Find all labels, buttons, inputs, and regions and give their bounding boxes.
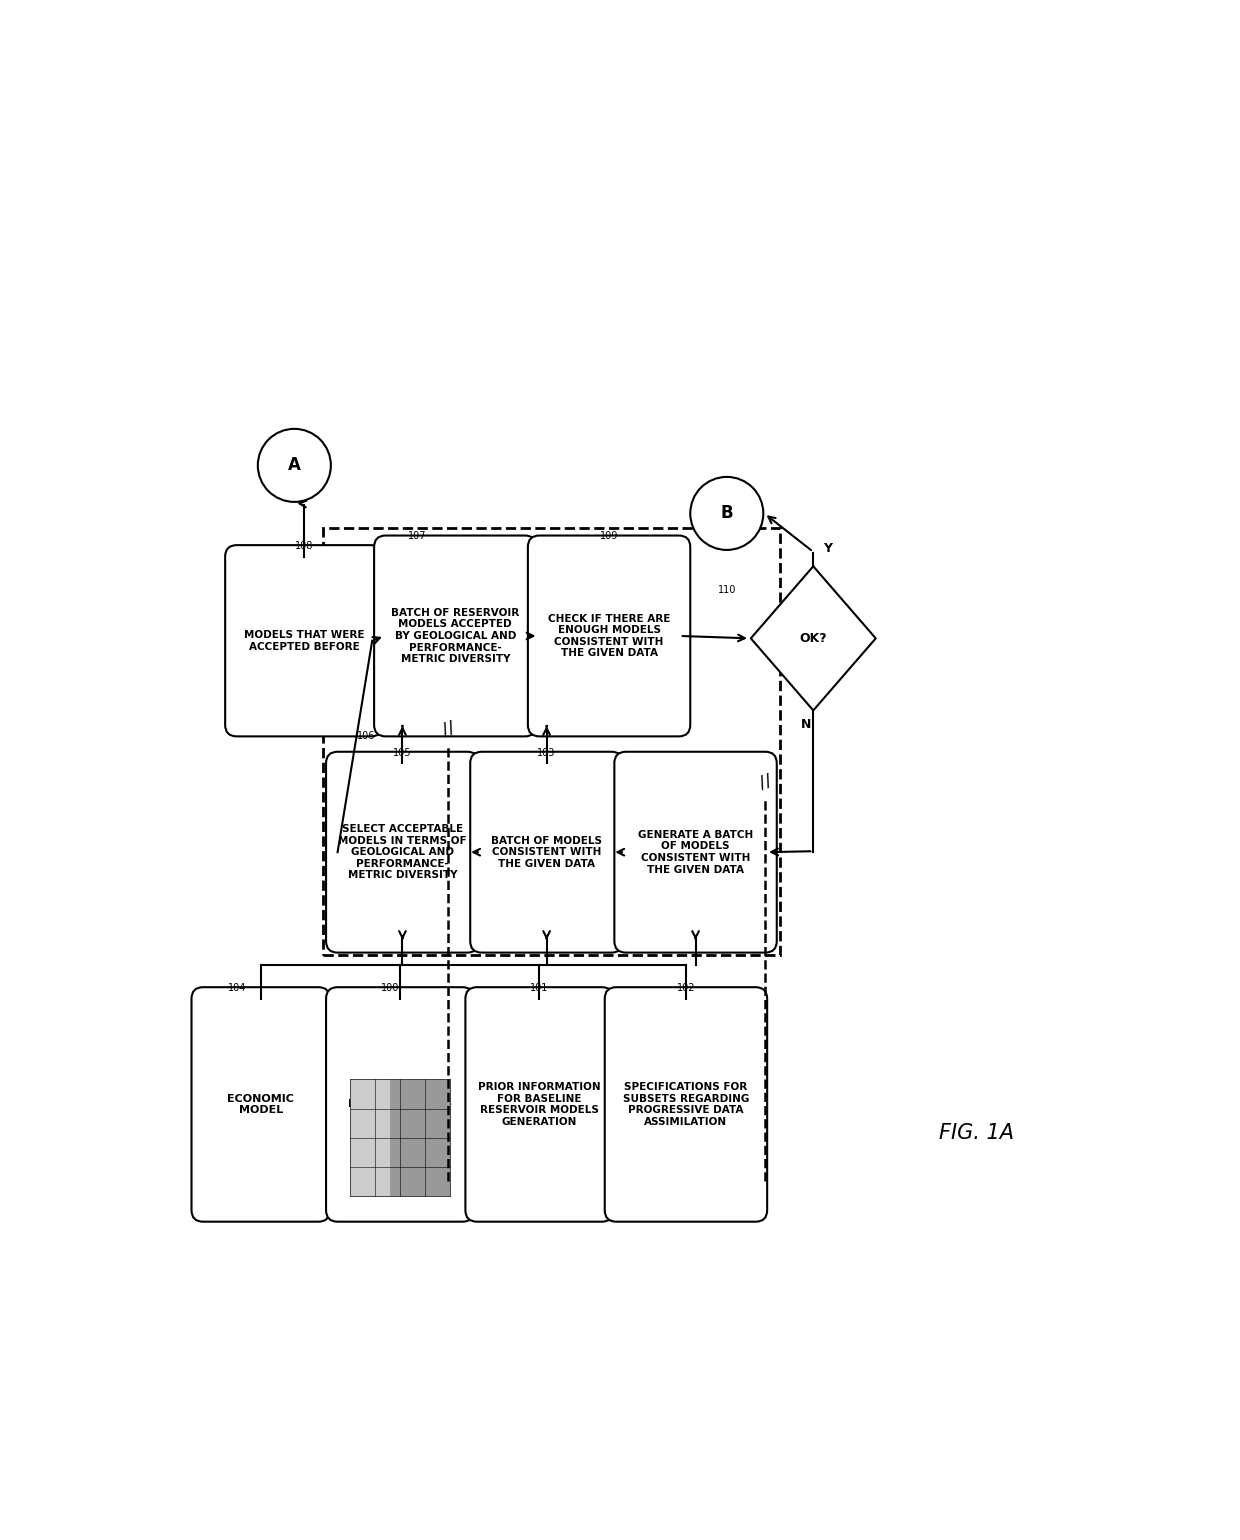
- FancyBboxPatch shape: [226, 545, 383, 736]
- Bar: [391, 1080, 450, 1195]
- Text: 106: 106: [357, 732, 376, 741]
- FancyBboxPatch shape: [326, 987, 474, 1221]
- Text: 101: 101: [531, 983, 548, 993]
- Text: A: A: [288, 456, 301, 474]
- Text: //: //: [756, 772, 774, 792]
- Text: 100: 100: [381, 983, 399, 993]
- Text: 104: 104: [227, 983, 246, 993]
- FancyBboxPatch shape: [614, 752, 776, 953]
- Bar: [324, 528, 780, 955]
- Circle shape: [258, 428, 331, 502]
- Text: Y: Y: [823, 542, 832, 554]
- Text: MODELS THAT WERE
ACCEPTED BEFORE: MODELS THAT WERE ACCEPTED BEFORE: [244, 630, 365, 651]
- Text: BATCH OF MODELS
CONSISTENT WITH
THE GIVEN DATA: BATCH OF MODELS CONSISTENT WITH THE GIVE…: [491, 836, 603, 869]
- Text: OK?: OK?: [800, 631, 827, 645]
- FancyBboxPatch shape: [326, 752, 479, 953]
- Text: 110: 110: [718, 585, 737, 594]
- FancyBboxPatch shape: [465, 987, 614, 1221]
- Text: PRIOR INFORMATION
FOR BASELINE
RESERVOIR MODELS
GENERATION: PRIOR INFORMATION FOR BASELINE RESERVOIR…: [479, 1083, 600, 1127]
- Text: SELECT ACCEPTABLE
MODELS IN TERMS OF
GEOLOGICAL AND
PERFORMANCE-
METRIC DIVERSIT: SELECT ACCEPTABLE MODELS IN TERMS OF GEO…: [339, 824, 466, 881]
- Text: GENERATE A BATCH
OF MODELS
CONSISTENT WITH
THE GIVEN DATA: GENERATE A BATCH OF MODELS CONSISTENT WI…: [637, 830, 753, 875]
- FancyBboxPatch shape: [528, 536, 691, 736]
- Polygon shape: [751, 567, 875, 710]
- Text: 105: 105: [393, 747, 412, 758]
- Text: 109: 109: [600, 531, 619, 542]
- Text: 107: 107: [408, 531, 427, 542]
- FancyBboxPatch shape: [605, 987, 768, 1221]
- Text: FIG. 1A: FIG. 1A: [939, 1123, 1014, 1143]
- FancyBboxPatch shape: [191, 987, 330, 1221]
- Text: B: B: [720, 505, 733, 522]
- Text: //: //: [439, 718, 456, 739]
- Bar: [350, 1080, 450, 1195]
- FancyBboxPatch shape: [470, 752, 622, 953]
- Text: N: N: [800, 718, 811, 730]
- Circle shape: [691, 477, 764, 550]
- Text: BATCH OF RESERVOIR
MODELS ACCEPTED
BY GEOLOGICAL AND
PERFORMANCE-
METRIC DIVERSI: BATCH OF RESERVOIR MODELS ACCEPTED BY GE…: [391, 608, 520, 664]
- FancyBboxPatch shape: [374, 536, 537, 736]
- Text: 108: 108: [295, 541, 314, 551]
- Text: SPECIFICATIONS FOR
SUBSETS REGARDING
PROGRESSIVE DATA
ASSIMILATION: SPECIFICATIONS FOR SUBSETS REGARDING PRO…: [622, 1083, 749, 1127]
- Text: 103: 103: [537, 747, 556, 758]
- Text: MEASUREMENTS: MEASUREMENTS: [348, 1100, 453, 1109]
- Text: ECONOMIC
MODEL: ECONOMIC MODEL: [227, 1093, 294, 1115]
- Text: CHECK IF THERE ARE
ENOUGH MODELS
CONSISTENT WITH
THE GIVEN DATA: CHECK IF THERE ARE ENOUGH MODELS CONSIST…: [548, 613, 671, 659]
- Text: 102: 102: [677, 983, 696, 993]
